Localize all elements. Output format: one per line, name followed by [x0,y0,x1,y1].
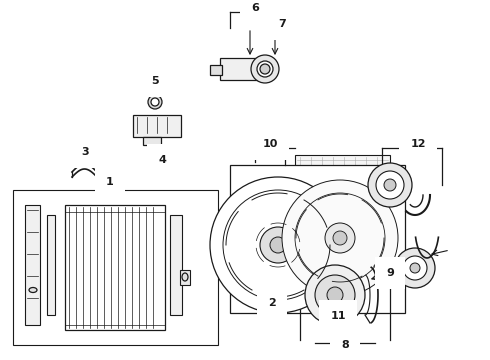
Bar [258,261,272,269]
Bar [170,215,182,315]
Bar [143,137,161,145]
Circle shape [210,177,346,313]
Text: 7: 7 [278,19,286,29]
Circle shape [260,227,296,263]
Text: 1: 1 [106,177,114,187]
Text: 8: 8 [341,340,349,350]
Ellipse shape [182,273,188,281]
Bar [220,58,265,80]
Text: 2: 2 [268,298,276,308]
Circle shape [395,248,435,288]
Text: 11: 11 [330,311,346,321]
Circle shape [295,193,385,283]
Circle shape [270,237,286,253]
Bar [295,155,390,310]
Circle shape [410,263,420,273]
Bar [180,270,190,285]
Bar [133,115,181,137]
Circle shape [148,95,162,109]
Circle shape [315,275,355,315]
Bar [148,145,156,150]
Text: 12: 12 [410,139,426,149]
Bar [13,190,218,345]
Bar [230,165,405,313]
Circle shape [327,287,343,303]
Circle shape [325,223,355,253]
Bar [222,261,240,269]
Circle shape [384,179,396,191]
Text: 3: 3 [81,147,89,157]
Text: 4: 4 [158,155,166,165]
Bar [234,235,246,243]
Circle shape [251,55,279,83]
Circle shape [223,190,333,300]
Circle shape [151,98,159,106]
Circle shape [282,180,398,296]
Circle shape [368,163,412,207]
Text: 5: 5 [151,76,159,86]
Text: 9: 9 [386,268,394,278]
Circle shape [376,171,404,199]
Text: 6: 6 [251,3,259,13]
Ellipse shape [29,288,37,292]
Text: 10: 10 [262,139,278,149]
Bar [65,205,165,330]
Bar [210,65,222,75]
Circle shape [305,265,365,325]
Circle shape [260,64,270,74]
Circle shape [333,231,347,245]
Bar [25,205,40,325]
Circle shape [403,256,427,280]
Bar [47,215,55,315]
Circle shape [257,61,273,77]
